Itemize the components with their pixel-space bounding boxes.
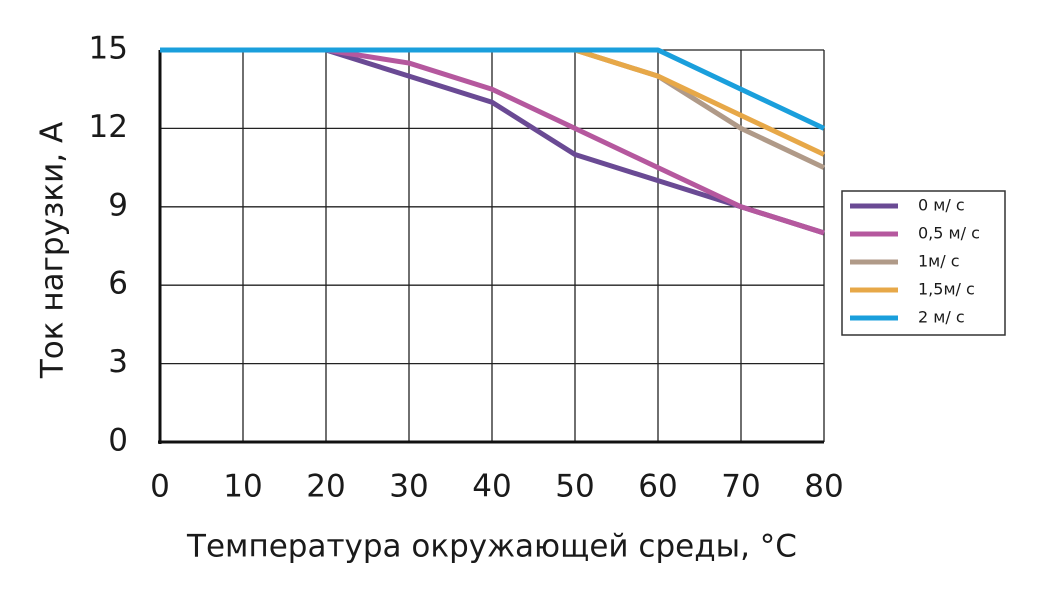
- y-tick-label: 9: [108, 187, 128, 223]
- y-axis-label: Ток нагрузки, А: [35, 122, 71, 379]
- legend-label: 1,5м/ с: [918, 280, 975, 299]
- x-tick-label: 30: [389, 469, 428, 505]
- x-tick-label: 20: [306, 469, 345, 505]
- series-line: [160, 47, 826, 131]
- y-tick-label: 15: [89, 31, 128, 67]
- legend-label: 0 м/ с: [918, 196, 965, 215]
- y-tick-label: 0: [108, 423, 128, 459]
- x-tick-label: 0: [150, 469, 170, 505]
- x-tick-label: 40: [472, 469, 511, 505]
- y-tick-label: 6: [108, 266, 128, 302]
- legend-label: 1м/ с: [918, 252, 960, 271]
- legend-label: 0,5 м/ с: [918, 224, 980, 243]
- x-axis-label: Температура окружающей среды, °С: [186, 529, 797, 565]
- x-tick-label: 10: [223, 469, 262, 505]
- y-tick-label: 12: [89, 109, 128, 145]
- x-tick-label: 80: [804, 469, 843, 505]
- x-tick-label: 60: [638, 469, 677, 505]
- legend-label: 2 м/ с: [918, 308, 965, 327]
- x-tick-label: 70: [721, 469, 760, 505]
- x-tick-label: 50: [555, 469, 594, 505]
- y-tick-label: 3: [108, 344, 128, 380]
